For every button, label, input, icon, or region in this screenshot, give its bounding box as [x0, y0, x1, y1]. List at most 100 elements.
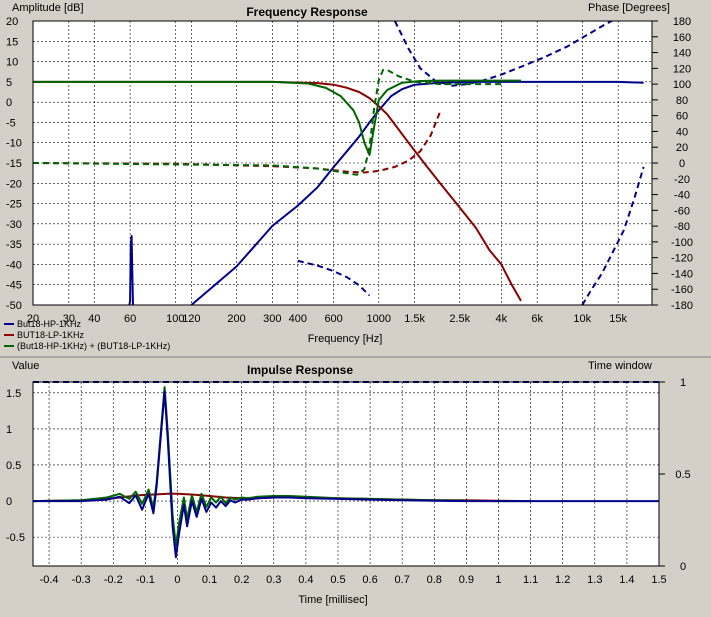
y2-tick-label: -140 — [671, 268, 693, 280]
y2-tick-label: 120 — [673, 63, 691, 75]
x-tick-label: 2.5k — [449, 313, 470, 325]
x-tick-label: 0.3 — [266, 574, 281, 586]
x-tick-label: 0.8 — [427, 574, 442, 586]
x-tick-label: 0.7 — [395, 574, 410, 586]
y-tick-label: 0 — [6, 496, 12, 508]
y2-tick-label: 20 — [676, 142, 688, 154]
impulse-series-but18-hp-1khz-but18-lp-1khz — [33, 386, 531, 547]
x-tick-label: -0.3 — [72, 574, 91, 586]
series-but18-hp-1khz-spike — [128, 235, 134, 305]
x-tick-label: 200 — [227, 313, 245, 325]
y2-tick-label: 0.5 — [675, 469, 690, 481]
legend-label: (But18-HP-1KHz) + (BUT18-LP-1KHz) — [17, 341, 170, 351]
impulse-response-panel: -0.4 -0.3 -0.2 -0.1 0 0.1 0.2 0.3 0.4 0.5 0.6 0.7 0.… — [6, 360, 691, 606]
x-tick-label: 0 — [174, 574, 180, 586]
y2-tick-label: 0 — [679, 158, 685, 170]
x-tick-label: 10k — [573, 313, 591, 325]
y-tick-label: -25 — [6, 199, 22, 211]
x-tick-label: 1.2 — [555, 574, 570, 586]
legend-label: BUT18-LP-1KHz — [17, 330, 85, 340]
x-tick-label: 1.5 — [651, 574, 666, 586]
y2-tick-label: 0 — [680, 561, 686, 573]
x-tick-label: 600 — [324, 313, 342, 325]
phase-axis-label: Phase [Degrees] — [588, 2, 670, 14]
x-tick-label: 1.4 — [619, 574, 634, 586]
x-tick-label: 100 — [166, 313, 184, 325]
time-window-axis-label: Time window — [588, 360, 652, 372]
x-tick-label: -0.2 — [104, 574, 123, 586]
y-tick-label: 0.5 — [6, 460, 21, 472]
value-axis-label: Value — [12, 360, 39, 372]
legend: But18-HP-1KHzBUT18-LP-1KHz(But18-HP-1KHz… — [4, 319, 170, 351]
y-tick-label: -0.5 — [6, 532, 25, 544]
frequency-axis-label: Frequency [Hz] — [308, 333, 383, 345]
x-tick-label: 400 — [289, 313, 307, 325]
impulse-series-but18-hp-1khz — [33, 390, 659, 559]
y2-tick-label: 140 — [673, 48, 691, 60]
x-tick-label: 1000 — [367, 313, 391, 325]
y-tick-label: -50 — [6, 300, 22, 312]
impulse-ticks: -0.4 -0.3 -0.2 -0.1 0 0.1 0.2 0.3 0.4 0.5 0.6 0.7 0.… — [6, 377, 691, 586]
y-tick-label: 20 — [6, 16, 18, 28]
x-tick-label: 20 — [27, 313, 39, 325]
y-tick-label: 1 — [6, 424, 12, 436]
y-tick-label: -20 — [6, 178, 22, 190]
x-tick-label: 1 — [495, 574, 501, 586]
legend-label: But18-HP-1KHz — [17, 319, 82, 329]
impulse-plot-background — [33, 382, 659, 566]
y-tick-label: -30 — [6, 219, 22, 231]
x-tick-label: 120 — [182, 313, 200, 325]
y-tick-label: -40 — [6, 259, 22, 271]
x-tick-label: 60 — [124, 313, 136, 325]
y2-tick-label: -60 — [674, 205, 690, 217]
y-tick-label: 1.5 — [6, 388, 21, 400]
y2-tick-label: 180 — [673, 16, 691, 28]
x-tick-label: 6k — [531, 313, 543, 325]
y2-tick-label: 80 — [676, 95, 688, 107]
x-tick-label: 0.9 — [459, 574, 474, 586]
amplitude-axis-label: Amplitude [dB] — [12, 2, 84, 14]
x-tick-label: 30 — [63, 313, 75, 325]
x-tick-label: 1.5k — [404, 313, 425, 325]
x-tick-label: 0.6 — [362, 574, 377, 586]
x-tick-label: -0.1 — [136, 574, 155, 586]
y2-tick-label: -20 — [674, 174, 690, 186]
y-tick-label: 5 — [6, 77, 12, 89]
frequency-chart-title: Frequency Response — [246, 5, 368, 19]
series-but18-hp-1khz-amplitude — [190, 80, 644, 305]
y2-tick-label: 1 — [680, 377, 686, 389]
y2-tick-label: 40 — [676, 126, 688, 138]
y2-tick-label: -120 — [671, 253, 693, 265]
x-tick-label: 15k — [609, 313, 627, 325]
y-tick-label: -5 — [6, 117, 16, 129]
y-tick-label: -35 — [6, 239, 22, 251]
x-tick-label: 1.3 — [587, 574, 602, 586]
series-but18-lp-1khz-amplitude — [33, 80, 522, 302]
x-tick-label: 0.2 — [234, 574, 249, 586]
y2-tick-label: -100 — [671, 237, 693, 249]
y2-tick-label: -40 — [674, 190, 690, 202]
x-tick-label: 0.4 — [298, 574, 313, 586]
y2-tick-label: 160 — [673, 32, 691, 44]
y-tick-label: -15 — [6, 158, 22, 170]
series-but18-hp-1khz-but18-lp-1khz-phase — [33, 68, 502, 176]
y-tick-label: 15 — [6, 36, 18, 48]
impulse-grid — [33, 382, 660, 566]
frequency-series-group — [33, 21, 645, 305]
x-tick-label: 0.1 — [202, 574, 217, 586]
y-tick-label: -10 — [6, 138, 22, 150]
x-tick-label: -0.4 — [40, 574, 59, 586]
x-tick-label: 40 — [88, 313, 100, 325]
y2-tick-label: -80 — [674, 221, 690, 233]
x-tick-label: 1.1 — [523, 574, 538, 586]
y-tick-label: 0 — [6, 97, 12, 109]
y2-tick-label: -160 — [671, 284, 693, 296]
series-but18-hp-1khz-phase — [394, 21, 614, 87]
x-tick-label: 300 — [263, 313, 281, 325]
x-tick-label: 4k — [496, 313, 508, 325]
series-but18-hp-1khz-but18-lp-1khz-amplitude — [33, 79, 521, 156]
time-axis-label: Time [millisec] — [298, 594, 367, 606]
